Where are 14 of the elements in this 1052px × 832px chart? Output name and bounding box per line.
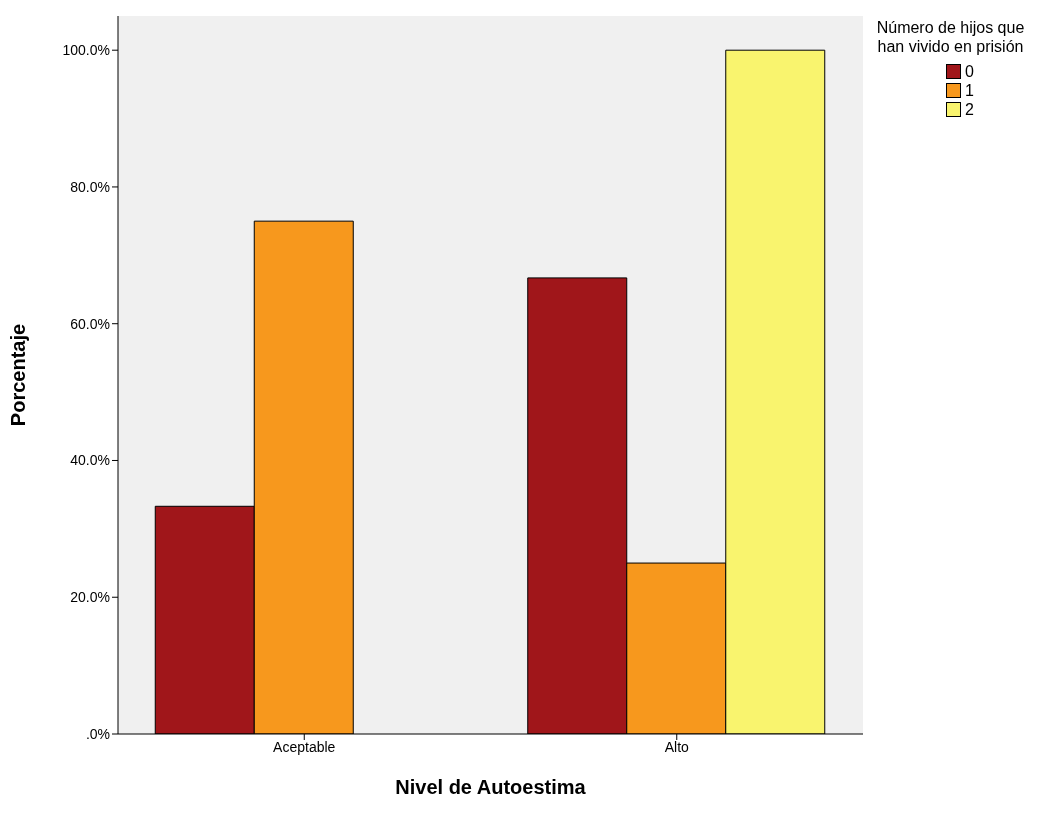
x-axis-title: Nivel de Autoestima <box>395 776 587 798</box>
y-tick-label: 100.0% <box>62 42 110 59</box>
x-tick-label: Alto <box>664 738 690 755</box>
legend-label: 2 <box>965 100 974 119</box>
legend-label: 1 <box>965 81 974 100</box>
y-tick-label: 40.0% <box>70 452 110 469</box>
y-axis-title: Porcentaje <box>7 323 30 427</box>
x-tick-label: Aceptable <box>273 738 336 755</box>
y-tick-label: 80.0% <box>70 178 110 195</box>
y-tick-label: 20.0% <box>70 589 110 606</box>
legend-title: Número de hijos que han vivido en prisión <box>875 18 1026 56</box>
y-tick-label: 60.0% <box>70 315 110 332</box>
y-tick-label: .0% <box>85 725 110 742</box>
legend-label: 0 <box>965 62 974 81</box>
